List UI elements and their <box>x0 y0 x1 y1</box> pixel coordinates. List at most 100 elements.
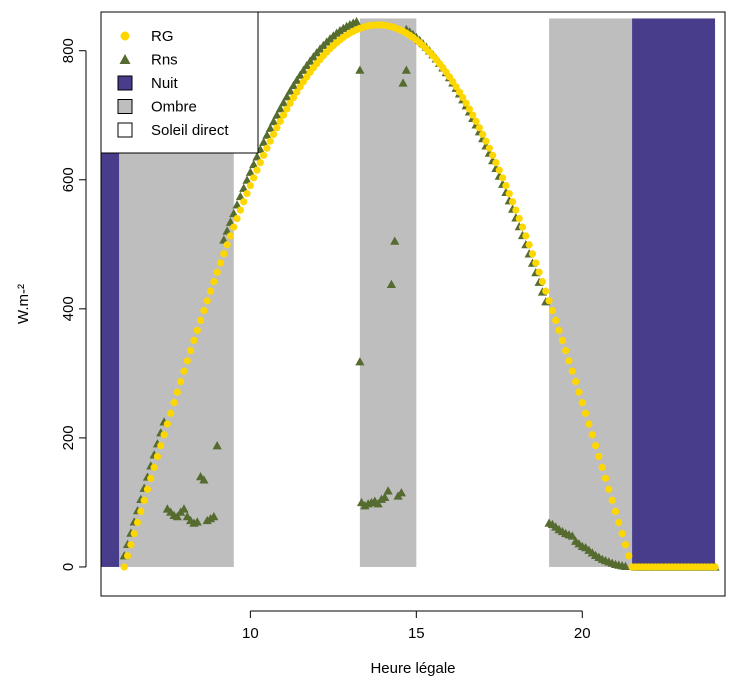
rg-point <box>482 137 490 145</box>
rg-point <box>200 306 208 315</box>
rg-point <box>133 518 142 527</box>
rns-point <box>275 104 285 113</box>
rns-point <box>239 183 249 192</box>
band-ombre <box>359 18 417 567</box>
rg-point <box>465 105 474 113</box>
rns-point <box>245 167 255 176</box>
rns-point <box>380 492 390 501</box>
rns-point <box>209 512 219 521</box>
rg-point <box>243 190 251 198</box>
rns-point <box>235 191 246 201</box>
band-nuit <box>632 18 716 567</box>
rg-point <box>605 485 613 493</box>
rg-point <box>150 463 158 471</box>
rg-point <box>279 111 288 119</box>
rg-point <box>512 206 520 214</box>
rg-point <box>187 346 195 355</box>
legend-rg-icon <box>120 31 130 41</box>
rg-point <box>575 388 583 396</box>
rns-point <box>278 98 289 107</box>
rns-point <box>401 65 411 74</box>
rg-point <box>143 485 152 493</box>
rg-point <box>276 117 284 125</box>
legend-rns-icon <box>119 54 131 64</box>
rns-point <box>268 116 279 126</box>
legend-swatch-icon <box>117 99 133 114</box>
rg-point <box>153 452 162 461</box>
rg-point <box>621 541 630 549</box>
rns-point <box>172 512 182 521</box>
rg-point <box>558 336 566 345</box>
rg-point <box>492 159 500 167</box>
background-bands <box>101 18 716 567</box>
rns-point <box>232 200 242 209</box>
rg-point <box>210 278 218 286</box>
y-tick-label: 200 <box>60 425 77 450</box>
y-tick-label: 800 <box>60 38 77 63</box>
rns-point <box>396 488 406 497</box>
rg-point <box>475 124 483 132</box>
rg-point <box>601 474 610 482</box>
legend-item-label: Nuit <box>151 75 179 92</box>
x-tick-label: 15 <box>408 625 425 642</box>
rns-point <box>285 86 295 95</box>
rg-point <box>157 441 165 450</box>
rns-point <box>567 531 577 540</box>
legend-swatch-icon <box>117 122 133 138</box>
rg-point <box>193 326 201 334</box>
rg-point <box>123 552 132 560</box>
rg-point <box>250 174 258 182</box>
rg-point <box>246 182 254 190</box>
rg-point <box>190 336 198 345</box>
rns-point <box>390 236 400 245</box>
legend-swatch-icon <box>117 75 133 91</box>
rg-point <box>462 99 470 107</box>
rg-point <box>528 250 537 258</box>
rg-point <box>140 496 148 504</box>
rg-point <box>525 241 533 249</box>
rns-point <box>252 152 262 161</box>
rg-point <box>160 431 168 439</box>
rg-point <box>293 88 301 96</box>
rg-point <box>502 182 510 190</box>
rg-point <box>618 529 626 538</box>
rg-point <box>173 388 181 396</box>
rg-point <box>581 409 590 417</box>
rg-point <box>711 563 719 571</box>
rg-point <box>206 287 215 295</box>
y-tick-label: 400 <box>60 296 77 321</box>
rg-point <box>499 174 507 182</box>
rg-point <box>562 346 570 355</box>
rg-point <box>147 474 155 482</box>
rg-point <box>183 357 191 365</box>
rns-point <box>355 65 365 74</box>
rns-point <box>259 137 269 146</box>
rg-point <box>167 409 175 417</box>
legend-item-label: Ombre <box>151 99 197 116</box>
y-axis-label: W.m-² <box>15 284 32 324</box>
rg-point <box>459 93 467 102</box>
rg-point <box>203 297 211 305</box>
y-tick-label: 0 <box>60 563 77 571</box>
rg-point <box>611 507 620 516</box>
rg-point <box>286 99 294 107</box>
rns-point <box>355 357 365 366</box>
rns-point <box>199 475 209 484</box>
rg-point <box>535 268 543 276</box>
rg-point <box>625 552 633 560</box>
rns-point <box>229 208 239 218</box>
x-tick-label: 20 <box>574 625 591 642</box>
rg-point <box>555 326 563 334</box>
band-nuit <box>101 18 120 567</box>
rg-point <box>289 93 298 102</box>
legend-item-label: Rns <box>151 52 178 69</box>
data-points <box>119 17 720 571</box>
rg-point <box>236 206 245 214</box>
rns-point <box>398 78 408 87</box>
rg-point <box>489 151 497 159</box>
legend-item-label: Soleil direct <box>151 122 229 139</box>
rns-point <box>305 56 315 65</box>
rg-point <box>545 297 553 305</box>
